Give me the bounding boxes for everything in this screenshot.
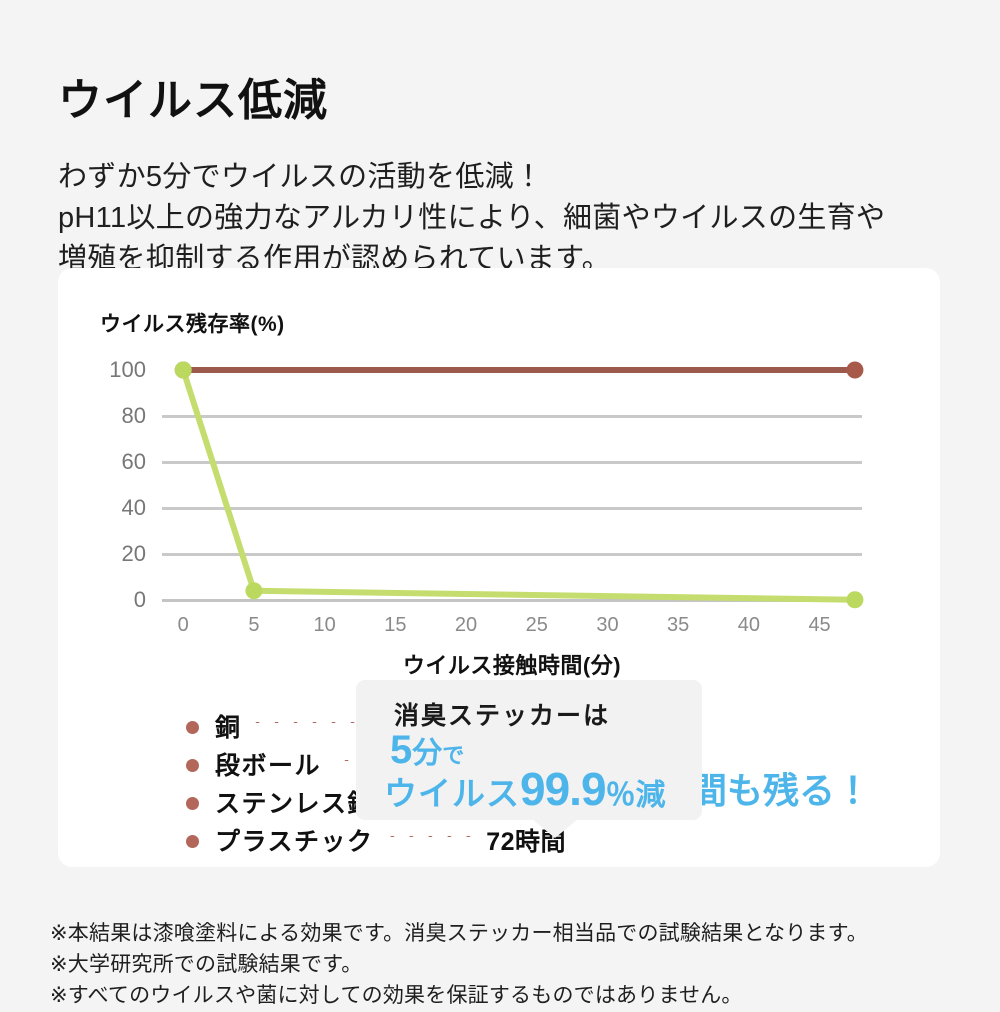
legend-label: プラスチック: [215, 828, 374, 856]
legend-leader-dots: [383, 835, 477, 837]
x-tick-label: 25: [525, 614, 548, 636]
x-tick-label: 45: [808, 614, 831, 636]
x-axis-title: ウイルス接触時間(分): [402, 653, 622, 678]
page-title: ウイルス低減: [58, 76, 328, 126]
callout-line-3: ウイルス99.9％減: [384, 766, 666, 812]
footnotes: ※本結果は漆喰塗料による効果です。消臭ステッカー相当品での試験結果となります。 …: [50, 922, 868, 1007]
gridline: [162, 506, 862, 510]
x-tick-label: 40: [737, 614, 760, 636]
y-tick-label: 40: [121, 495, 146, 520]
y-tick-label: 20: [121, 541, 146, 566]
y-tick-label: 100: [109, 357, 146, 382]
legend-dot-icon: [186, 758, 199, 772]
x-tick-label: 5: [248, 614, 260, 636]
legend-dot-icon: [186, 720, 199, 734]
chart-area: ウイルス残存率(%) 100 80 60 40 20 0 0 5 10 15 20 25 30 35 40…: [58, 268, 940, 688]
y-tick-label: 80: [121, 403, 146, 428]
legend-label: 段ボール: [215, 752, 322, 780]
x-tick-label: 0: [177, 614, 189, 636]
callout-pointer-icon: [532, 819, 578, 838]
intro-paragraph: わずか5分でウイルスの活動を低減！ pH11以上の強力なアルカリ性により、細菌や…: [58, 161, 886, 276]
gridline: [162, 598, 862, 602]
callout-minutes-unit: 分: [412, 737, 443, 770]
legend-dot-icon: [186, 834, 199, 848]
series-line: [180, 367, 858, 603]
legend-row: プラスチック 72時間: [186, 822, 569, 862]
legend-dot-icon: [186, 796, 199, 810]
data-point-marker: [846, 361, 864, 379]
callout-percent-sign: ％: [605, 779, 636, 812]
data-point-marker: [245, 582, 263, 600]
callout-box: 消臭ステッカーは 5分で ウイルス99.9％減: [356, 680, 702, 820]
gridline: [162, 460, 862, 464]
x-tick-label: 10: [313, 614, 336, 636]
callout-virus-label: ウイルス: [384, 775, 520, 812]
series-lines: [174, 361, 864, 609]
data-point-marker: [846, 591, 864, 609]
x-tick-label: 30: [596, 614, 619, 636]
chart-card: ウイルス残存率(%) 100 80 60 40 20 0 0 5 10 15 20 25 30 35 40…: [58, 268, 940, 867]
data-point-marker: [174, 361, 192, 379]
callout-minutes-number: 5: [390, 728, 413, 772]
y-tick-label: 60: [121, 449, 146, 474]
gridline: [162, 552, 862, 556]
callout-reduction-number: 99.9: [520, 763, 607, 815]
callout-reduction-suffix: 減: [635, 779, 666, 812]
y-axis-title: ウイルス残存率(%): [100, 313, 285, 336]
x-tick-label: 15: [384, 614, 407, 636]
callout-line-2: 5分で: [390, 730, 464, 770]
legend-label: 銅: [215, 714, 242, 742]
plot-region: 100 80 60 40 20 0 0 5 10 15 20 25 30 35 40 45: [109, 357, 864, 636]
gridline: [162, 414, 862, 418]
x-tick-label: 35: [667, 614, 690, 636]
x-tick-label: 20: [454, 614, 478, 636]
y-tick-label: 0: [133, 587, 146, 612]
callout-minutes-suffix: で: [442, 743, 465, 768]
callout-line-1: 消臭ステッカーは: [394, 702, 611, 730]
legend-label: ステンレス鋼: [215, 790, 375, 818]
